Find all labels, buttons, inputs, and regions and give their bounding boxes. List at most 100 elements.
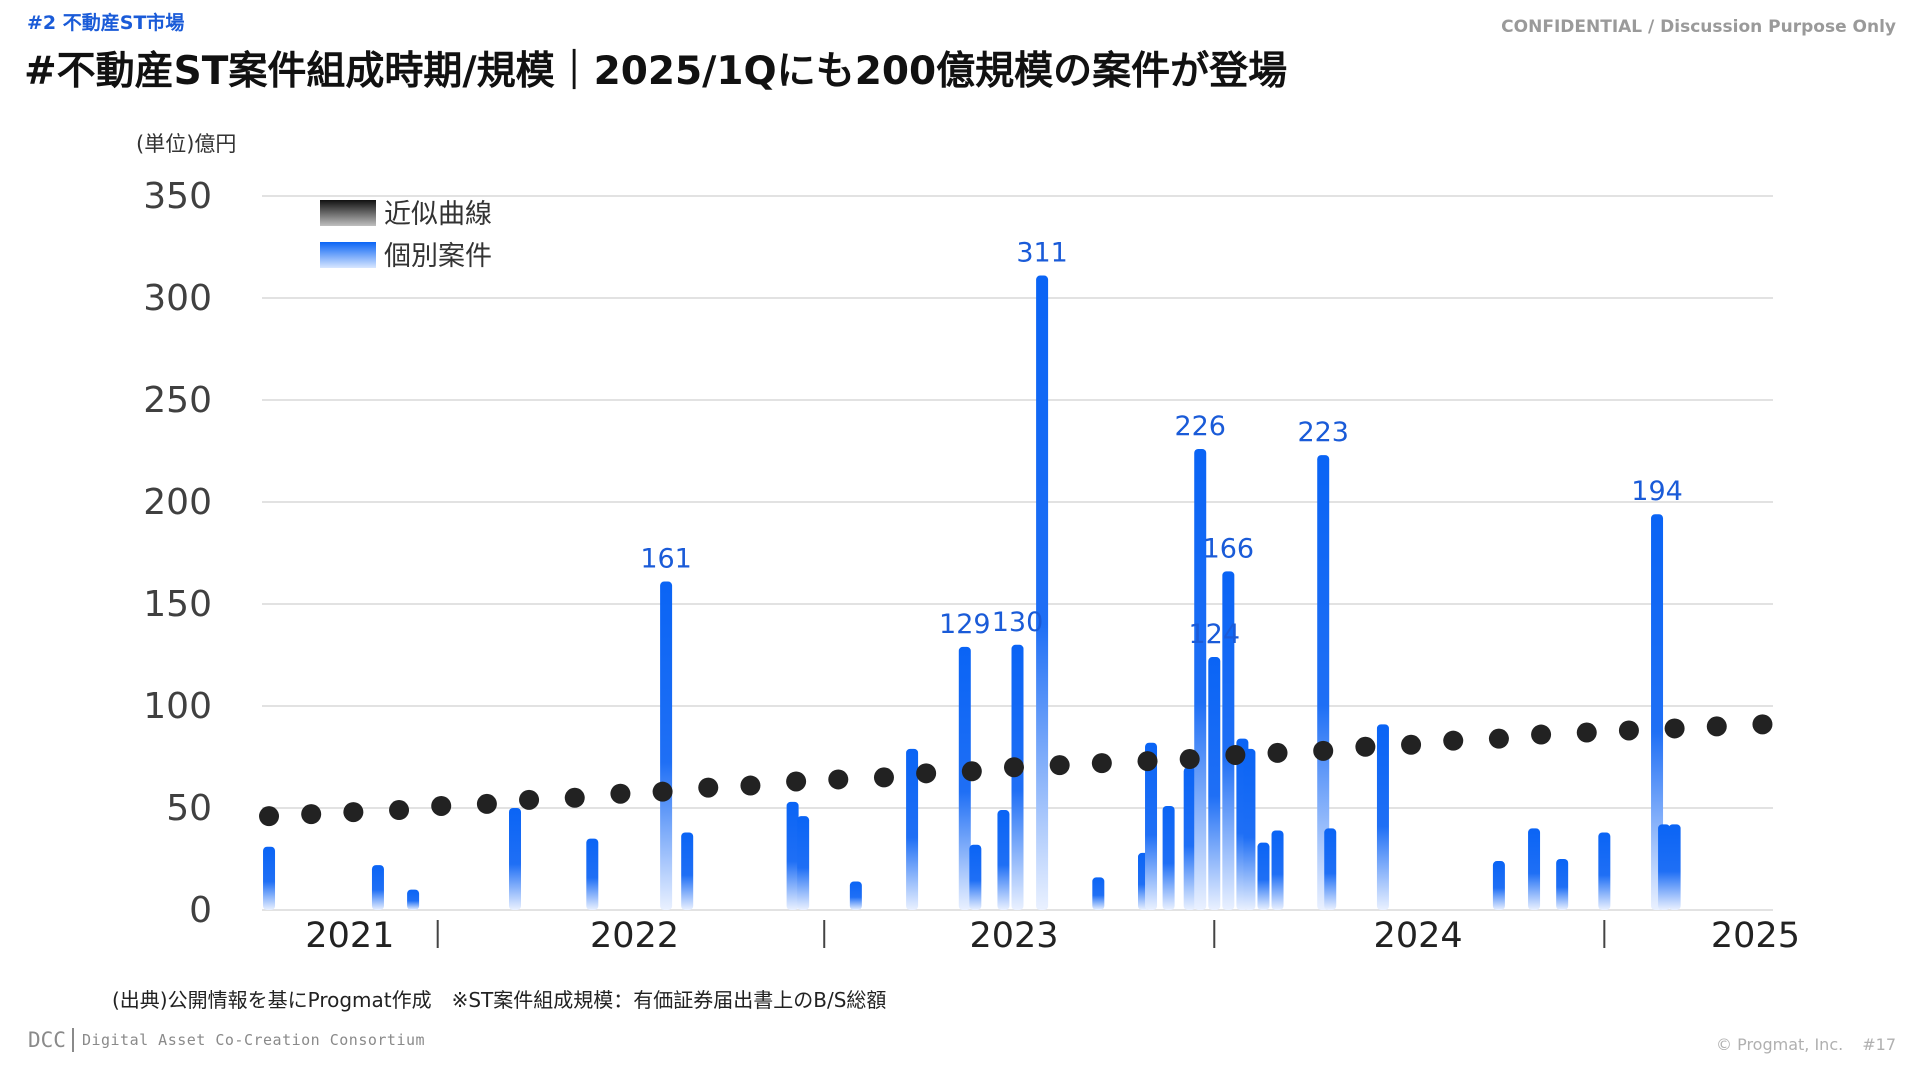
section-tag: #2 不動産ST市場: [27, 12, 185, 34]
trend-point: [961, 761, 982, 782]
trend-point: [431, 795, 452, 816]
data-label: 166: [1203, 533, 1255, 564]
bar: [1598, 832, 1611, 910]
trend-point: [740, 775, 761, 796]
source-note: (出典)公開情報を基にProgmat作成 ※ST案件組成規模：有価証券届出書上の…: [112, 988, 887, 1012]
bar: [586, 838, 599, 910]
trend-point: [343, 802, 364, 823]
copyright: © Progmat, Inc.: [1716, 1035, 1844, 1054]
bar: [1317, 455, 1330, 910]
y-tick-label: 250: [143, 380, 212, 421]
bar: [797, 816, 810, 910]
bar: [1324, 828, 1337, 910]
y-tick-label: 0: [189, 890, 212, 931]
unit-label: (単位)億円: [136, 132, 236, 156]
trend-point: [1267, 742, 1288, 763]
bar: [1036, 275, 1049, 910]
legend-label: 個別案件: [384, 241, 492, 272]
bars-layer: [263, 275, 1681, 910]
trend-point: [916, 763, 937, 784]
trend-point: [519, 789, 540, 810]
data-label: 161: [640, 544, 692, 575]
legend-swatch-bar: [320, 242, 376, 268]
legend-label: 近似曲線: [384, 199, 492, 230]
bar: [407, 889, 420, 910]
trend-point: [1443, 730, 1464, 751]
bar: [1145, 742, 1158, 910]
data-label: 226: [1174, 411, 1226, 442]
trend-point: [652, 781, 673, 802]
trend-point: [1313, 740, 1334, 761]
labels-layer: 161 129 130 311 226 124 166 223 194: [640, 238, 1682, 650]
bar: [1222, 571, 1235, 910]
x-tick-label: 2021: [305, 916, 394, 956]
confidential-notice: CONFIDENTIAL / Discussion Purpose Only: [1501, 17, 1896, 37]
bar: [969, 844, 982, 910]
bar: [1658, 824, 1671, 910]
trend-point: [1706, 716, 1727, 737]
bar: [1092, 877, 1105, 910]
bar: [509, 808, 522, 910]
bar: [1556, 859, 1569, 910]
y-tick-label: 50: [166, 788, 212, 829]
footer-brand: DCC Digital Asset Co-Creation Consortium: [28, 1028, 425, 1052]
y-tick-label: 350: [143, 176, 212, 217]
bar: [849, 881, 862, 910]
bar: [1243, 748, 1256, 910]
trend-point: [698, 777, 719, 798]
trend-point: [1531, 724, 1552, 745]
trend-layer: [259, 714, 1773, 827]
x-tick-label: 2023: [969, 916, 1058, 956]
bar: [1376, 724, 1389, 910]
trend-point: [1576, 722, 1597, 743]
y-tick-label: 200: [143, 482, 212, 523]
trend-point: [1488, 728, 1509, 749]
trend-point: [1664, 718, 1685, 739]
bar: [1194, 448, 1207, 910]
bar: [958, 646, 971, 910]
trend-point: [1049, 755, 1070, 776]
bar: [1668, 824, 1681, 910]
bar: [786, 801, 799, 910]
trend-point: [1003, 757, 1024, 778]
bar: [263, 846, 276, 910]
bar: [1528, 828, 1541, 910]
trend-point: [1137, 751, 1158, 772]
bar: [1162, 805, 1175, 910]
bar: [1271, 830, 1284, 910]
dcc-logo: DCC: [28, 1028, 66, 1052]
bar: [660, 581, 673, 910]
x-tick-label: 2025: [1711, 916, 1800, 956]
bar: [997, 810, 1010, 910]
trend-point: [1355, 736, 1376, 757]
y-tick-label: 100: [143, 686, 212, 727]
trend-point: [1225, 744, 1246, 765]
x-tick-label: 2024: [1374, 916, 1463, 956]
legend-swatch-trend: [320, 200, 376, 226]
trend-point: [1179, 749, 1200, 770]
chart: (単位)億円 0 50 100 150 200 250 300 350 161 129 130 31…: [136, 132, 1800, 956]
trend-point: [259, 806, 280, 827]
y-tick-label: 300: [143, 278, 212, 319]
data-label: 124: [1189, 619, 1241, 650]
data-label: 311: [1016, 238, 1068, 269]
bar: [1257, 842, 1270, 910]
data-label: 223: [1297, 417, 1349, 448]
bar: [906, 748, 919, 910]
x-axis: 2021 2022 2023 2024 2025: [305, 916, 1800, 956]
bar: [371, 865, 384, 910]
trend-point: [873, 767, 894, 788]
x-tick-label: 2022: [590, 916, 679, 956]
trend-point: [1401, 734, 1422, 755]
trend-point: [1091, 753, 1112, 774]
page-title: #不動産ST案件組成時期/規模｜2025/1Qにも200億規模の案件が登場: [24, 49, 1288, 94]
bar: [1183, 767, 1196, 910]
consortium-name: Digital Asset Co-Creation Consortium: [81, 1031, 426, 1049]
bar: [1651, 514, 1664, 910]
data-label: 129: [939, 609, 991, 640]
bar: [1208, 657, 1221, 910]
bar: [1492, 861, 1505, 910]
trend-point: [828, 769, 849, 790]
grid-layer: 0 50 100 150 200 250 300 350: [143, 176, 1773, 931]
